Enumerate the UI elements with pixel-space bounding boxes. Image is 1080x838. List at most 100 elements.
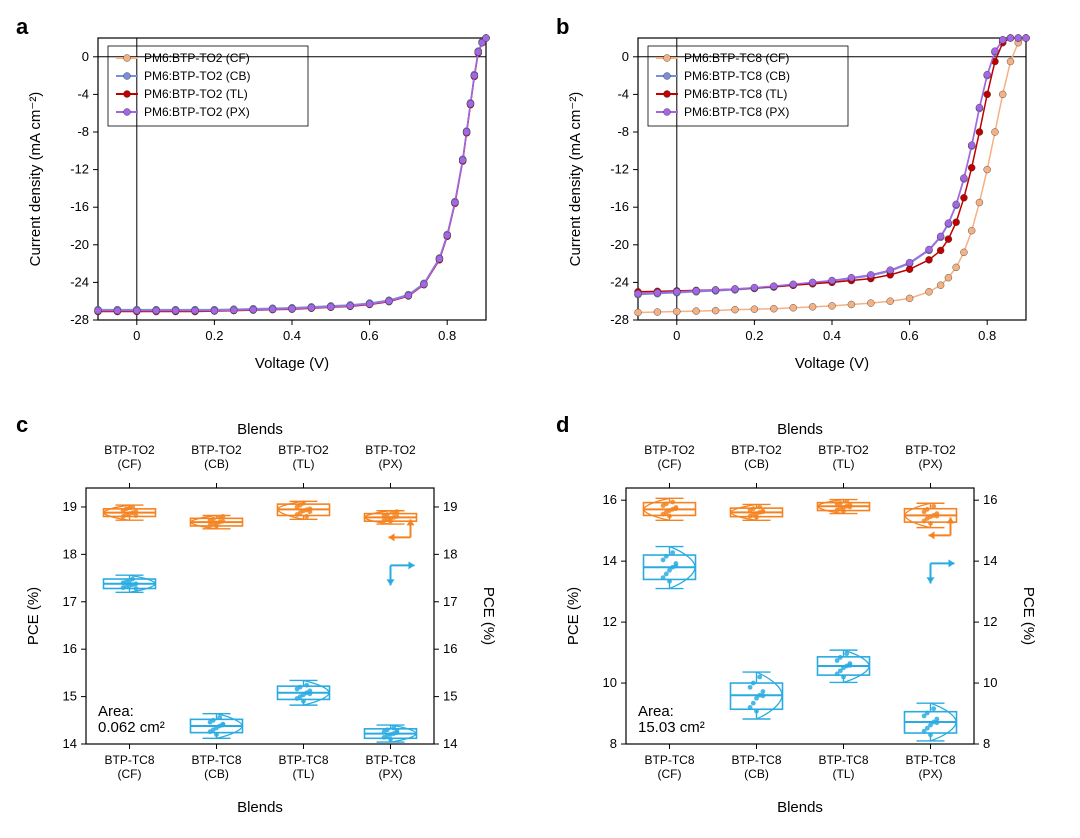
svg-text:16: 16	[443, 641, 457, 656]
svg-text:BTP-TC8: BTP-TC8	[104, 753, 154, 767]
svg-text:(PX): (PX)	[379, 767, 403, 781]
svg-text:18: 18	[63, 546, 77, 561]
svg-text:Current density (mA cm⁻²): Current density (mA cm⁻²)	[567, 92, 584, 267]
svg-text:(PX): (PX)	[919, 457, 943, 471]
svg-text:Blends: Blends	[777, 421, 823, 438]
svg-text:0: 0	[133, 328, 140, 343]
svg-text:BTP-TO2: BTP-TO2	[278, 443, 329, 457]
svg-text:14: 14	[983, 553, 997, 568]
svg-text:14: 14	[63, 736, 77, 751]
svg-text:BTP-TC8: BTP-TC8	[818, 753, 868, 767]
svg-text:PM6:BTP-TO2 (TL): PM6:BTP-TO2 (TL)	[144, 87, 248, 101]
svg-text:0.062 cm²: 0.062 cm²	[98, 719, 165, 736]
svg-text:(TL): (TL)	[833, 767, 855, 781]
svg-text:Current density (mA cm⁻²): Current density (mA cm⁻²)	[27, 92, 44, 267]
svg-text:-12: -12	[70, 162, 89, 177]
svg-text:0: 0	[622, 49, 629, 64]
svg-text:14: 14	[443, 736, 457, 751]
svg-text:(TL): (TL)	[293, 767, 315, 781]
panel-b-label: b	[556, 14, 569, 40]
svg-text:16: 16	[983, 492, 997, 507]
svg-text:10: 10	[603, 675, 617, 690]
svg-text:PCE (%): PCE (%)	[1020, 587, 1037, 645]
svg-text:0.6: 0.6	[361, 328, 379, 343]
svg-text:Area:: Area:	[98, 703, 134, 720]
svg-text:-4: -4	[77, 86, 89, 101]
svg-text:BTP-TO2: BTP-TO2	[905, 443, 956, 457]
svg-text:BTP-TO2: BTP-TO2	[104, 443, 155, 457]
svg-text:(CF): (CF)	[658, 457, 682, 471]
svg-text:19: 19	[63, 499, 77, 514]
svg-text:10: 10	[983, 675, 997, 690]
svg-text:15: 15	[63, 689, 77, 704]
svg-text:-24: -24	[70, 274, 89, 289]
svg-text:0: 0	[82, 49, 89, 64]
svg-text:0.8: 0.8	[438, 328, 456, 343]
panel-c-label: c	[16, 412, 28, 438]
svg-text:(CB): (CB)	[744, 457, 769, 471]
svg-text:0.4: 0.4	[823, 328, 841, 343]
svg-text:16: 16	[603, 492, 617, 507]
svg-text:18: 18	[443, 546, 457, 561]
svg-text:(PX): (PX)	[919, 767, 943, 781]
svg-text:(CF): (CF)	[118, 767, 142, 781]
svg-text:BTP-TC8: BTP-TC8	[644, 753, 694, 767]
svg-text:8: 8	[610, 736, 617, 751]
svg-text:12: 12	[983, 614, 997, 629]
panel-c: c 141516171819141516171819PCE (%)PCE (%)…	[20, 418, 520, 818]
panel-b: b 00.20.40.60.8-28-24-20-16-12-8-40Volta…	[560, 20, 1060, 398]
panel-d-label: d	[556, 412, 569, 438]
svg-text:15.03 cm²: 15.03 cm²	[638, 719, 705, 736]
svg-text:17: 17	[63, 594, 77, 609]
svg-text:0.4: 0.4	[283, 328, 301, 343]
svg-text:-4: -4	[617, 86, 629, 101]
svg-text:0.2: 0.2	[205, 328, 223, 343]
svg-text:0.8: 0.8	[978, 328, 996, 343]
svg-text:-16: -16	[610, 199, 629, 214]
svg-text:(CB): (CB)	[744, 767, 769, 781]
svg-text:PM6:BTP-TO2 (PX): PM6:BTP-TO2 (PX)	[144, 105, 250, 119]
svg-text:-20: -20	[610, 237, 629, 252]
box-plot-d: 810121416810121416PCE (%)PCE (%)BlendsBl…	[560, 418, 1040, 818]
svg-text:17: 17	[443, 594, 457, 609]
svg-text:0: 0	[673, 328, 680, 343]
figure-grid: a 00.20.40.60.8-28-24-20-16-12-8-40Volta…	[20, 20, 1060, 818]
svg-text:-24: -24	[610, 274, 629, 289]
svg-text:14: 14	[603, 553, 617, 568]
svg-text:(TL): (TL)	[833, 457, 855, 471]
svg-text:BTP-TC8: BTP-TC8	[365, 753, 415, 767]
svg-text:-8: -8	[617, 124, 629, 139]
svg-text:0.2: 0.2	[745, 328, 763, 343]
box-plot-c: 141516171819141516171819PCE (%)PCE (%)Bl…	[20, 418, 500, 818]
svg-text:(CB): (CB)	[204, 767, 229, 781]
svg-text:19: 19	[443, 499, 457, 514]
svg-text:8: 8	[983, 736, 990, 751]
svg-text:15: 15	[443, 689, 457, 704]
svg-text:Area:: Area:	[638, 703, 674, 720]
svg-text:BTP-TO2: BTP-TO2	[731, 443, 782, 457]
svg-text:(CF): (CF)	[658, 767, 682, 781]
svg-text:PM6:BTP-TC8 (PX): PM6:BTP-TC8 (PX)	[684, 105, 789, 119]
svg-text:Blends: Blends	[237, 799, 283, 816]
svg-text:(PX): (PX)	[379, 457, 403, 471]
svg-text:-20: -20	[70, 237, 89, 252]
svg-text:(TL): (TL)	[293, 457, 315, 471]
svg-text:Voltage (V): Voltage (V)	[795, 355, 869, 372]
svg-text:PM6:BTP-TC8 (TL): PM6:BTP-TC8 (TL)	[684, 87, 787, 101]
svg-text:PM6:BTP-TC8 (CB): PM6:BTP-TC8 (CB)	[684, 69, 790, 83]
svg-text:PM6:BTP-TO2 (CF): PM6:BTP-TO2 (CF)	[144, 51, 250, 65]
svg-text:-8: -8	[77, 124, 89, 139]
svg-text:-16: -16	[70, 199, 89, 214]
svg-text:BTP-TO2: BTP-TO2	[644, 443, 695, 457]
jv-plot-b: 00.20.40.60.8-28-24-20-16-12-8-40Voltage…	[560, 20, 1040, 380]
svg-text:(CB): (CB)	[204, 457, 229, 471]
panel-d: d 810121416810121416PCE (%)PCE (%)Blends…	[560, 418, 1060, 818]
svg-text:12: 12	[603, 614, 617, 629]
svg-text:BTP-TC8: BTP-TC8	[731, 753, 781, 767]
svg-text:PCE (%): PCE (%)	[25, 587, 42, 645]
svg-text:-28: -28	[70, 312, 89, 327]
svg-text:PM6:BTP-TO2 (CB): PM6:BTP-TO2 (CB)	[144, 69, 250, 83]
panel-a: a 00.20.40.60.8-28-24-20-16-12-8-40Volta…	[20, 20, 520, 398]
panel-a-label: a	[16, 14, 28, 40]
jv-plot-a: 00.20.40.60.8-28-24-20-16-12-8-40Voltage…	[20, 20, 500, 380]
